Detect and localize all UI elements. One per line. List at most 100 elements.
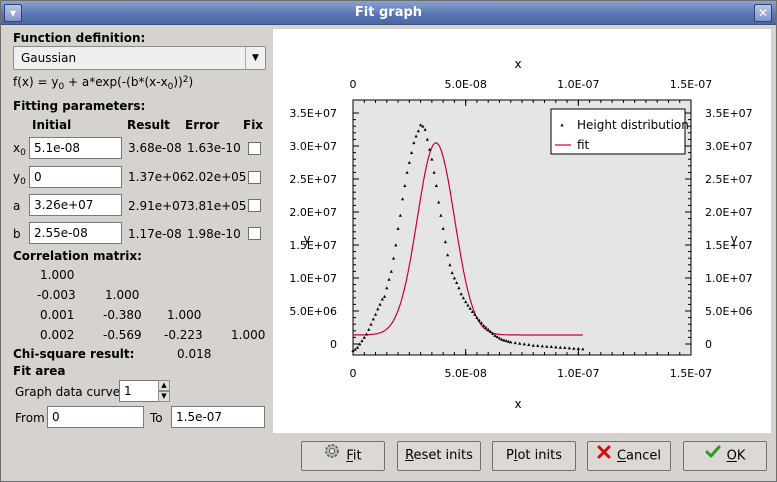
legend-label-height-distribution: Height distribution [577, 118, 689, 132]
spin-down-icon[interactable]: ▼ [158, 391, 170, 402]
data-point [459, 292, 463, 296]
data-point [419, 123, 423, 127]
fitting-parameters-heading: Fitting parameters: [13, 99, 146, 113]
y-tick-label-right: 1.5E+07 [705, 239, 753, 252]
data-point [423, 127, 427, 131]
data-point [351, 349, 355, 352]
function-combo[interactable]: Gaussian ▼ [13, 46, 266, 70]
ok-button[interactable]: OK [683, 441, 767, 471]
fix-checkbox-a[interactable] [248, 199, 261, 212]
data-point [371, 317, 375, 321]
result-y0: 1.37e+06 [128, 170, 188, 184]
error-a: 3.81e+05 [187, 199, 247, 213]
data-point [376, 307, 380, 311]
function-definition-heading: Function definition: [13, 31, 146, 45]
y-tick-label-right: 2.0E+07 [705, 206, 753, 219]
data-point [527, 343, 531, 347]
x-axis-label: x [514, 397, 521, 411]
data-point [558, 345, 562, 349]
x-tick-label: 1.0E-07 [557, 367, 599, 380]
x-tick-label: 5.0E-08 [444, 367, 486, 380]
data-point [380, 297, 384, 301]
data-point [437, 200, 441, 204]
y-tick-label: 3.5E+07 [289, 107, 337, 120]
x-tick-label: 0 [350, 367, 357, 380]
left-panel: Function definition: Gaussian ▼ f(x) = y… [7, 29, 269, 433]
data-point [455, 281, 459, 285]
chisquare-value: 0.018 [177, 347, 212, 361]
graph-curve-spinbox[interactable]: 1 [119, 380, 159, 402]
data-point [461, 296, 466, 300]
data-point [567, 346, 571, 350]
y-tick-label: 0 [330, 338, 337, 351]
fit-curve-line [353, 142, 583, 336]
initial-input-y0[interactable]: 0 [29, 166, 122, 188]
data-point [441, 226, 445, 230]
data-point [504, 339, 508, 343]
error-y0: 2.02e+05 [187, 170, 247, 184]
data-point [439, 213, 443, 217]
data-point [554, 345, 558, 349]
data-point [488, 329, 493, 333]
data-point [403, 184, 407, 187]
fix-checkbox-x0[interactable] [248, 142, 261, 155]
to-input[interactable]: 1.5e-07 [171, 406, 265, 428]
col-result: Result [127, 118, 170, 132]
data-point [513, 341, 517, 345]
fit-area-heading: Fit area [13, 364, 66, 378]
corr-cell: -0.569 [103, 328, 142, 342]
data-point [400, 197, 405, 201]
combo-arrow-icon[interactable]: ▼ [245, 47, 265, 69]
spin-up-icon[interactable]: ▲ [158, 380, 170, 391]
initial-input-b[interactable]: 2.55e-08 [29, 222, 122, 244]
graph-data-curve-label: Graph data curve [15, 385, 121, 399]
corr-cell: 0.001 [40, 308, 75, 322]
fit-chart[interactable]: 0 0 5.0E-08 5.0E-08 1.0E-07 1.0E-07 1.5E-07 1.5… [273, 29, 771, 433]
y-tick-label-right: 5.0E+06 [705, 305, 753, 318]
x-tick-label-top: 5.0E-08 [444, 78, 486, 91]
corr-cell: 1.000 [105, 288, 140, 302]
data-point [446, 253, 450, 257]
initial-input-x0[interactable]: 5.1e-08 [29, 137, 122, 159]
data-point [367, 327, 371, 331]
data-point [486, 327, 490, 331]
data-point [452, 276, 456, 280]
data-point [398, 213, 402, 217]
data-point [391, 256, 396, 260]
fit-button[interactable]: Fit [301, 441, 385, 471]
y-tick-label-right: 0 [705, 338, 712, 351]
data-point [563, 346, 567, 350]
initial-input-a[interactable]: 3.26e+07 [29, 194, 122, 216]
data-point [549, 345, 553, 349]
data-point [432, 170, 436, 174]
data-point [477, 318, 481, 322]
fix-checkbox-b[interactable] [248, 227, 261, 240]
data-point [500, 337, 504, 341]
y-axis-label: y [303, 232, 310, 246]
x-tick-label-top: 0 [350, 78, 357, 91]
window-title: Fit graph [354, 5, 423, 20]
data-point [434, 184, 438, 187]
close-window-icon[interactable]: ✕ [754, 4, 772, 22]
data-point [509, 340, 513, 344]
titlebar[interactable]: ▾ Fit graph ✕ [1, 1, 776, 25]
legend-label-fit: fit [577, 138, 590, 152]
chisquare-label: Chi-square result: [13, 347, 135, 361]
data-point [470, 310, 475, 314]
from-input[interactable]: 0 [47, 406, 144, 428]
data-point [475, 316, 479, 319]
data-point [545, 344, 549, 348]
plot-inits-button[interactable]: Plot inits [492, 441, 576, 471]
reset-inits-button[interactable]: Reset inits [397, 441, 481, 471]
legend-box [550, 108, 686, 155]
data-point [430, 157, 434, 161]
cancel-button[interactable]: Cancel [587, 441, 671, 471]
col-error: Error [185, 118, 220, 132]
y-tick-label: 5.0E+06 [289, 305, 337, 318]
data-point [448, 263, 452, 267]
fix-checkbox-y0[interactable] [248, 171, 261, 184]
green-check-icon [705, 442, 721, 470]
formula-label: f(x) = y0 + a*exp(-(b*(x-x0))2) [13, 75, 194, 92]
window-menu-icon[interactable]: ▾ [4, 4, 22, 22]
